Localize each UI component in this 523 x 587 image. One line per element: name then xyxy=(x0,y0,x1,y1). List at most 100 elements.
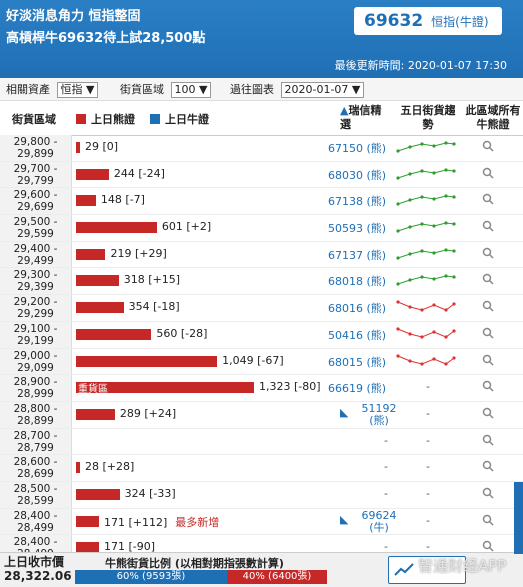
col-bull-label: 上日牛證 xyxy=(165,113,209,126)
trend-point xyxy=(432,144,436,148)
bear-bar[interactable] xyxy=(76,168,109,180)
bar-value-label: 354 [-18] xyxy=(129,300,180,313)
bear-bar[interactable] xyxy=(76,195,96,207)
search-icon[interactable] xyxy=(482,380,494,395)
bear-bar[interactable] xyxy=(76,462,80,474)
street-select[interactable]: 100 ▼ xyxy=(170,82,212,98)
search-icon[interactable] xyxy=(482,540,494,555)
table-row: 29,500 -29,599 601 [+2] 50593 (熊) xyxy=(0,215,523,242)
search-icon[interactable] xyxy=(482,193,494,208)
table-row: 28,700 -28,799 - - xyxy=(0,428,523,456)
range-from: 29,300 - xyxy=(13,269,58,282)
asset-filter: 相關資產 恒指 ▼ xyxy=(6,81,99,98)
range-from: 28,400 - xyxy=(13,536,58,549)
close-price: 上日收市價 28,322.06 xyxy=(4,555,72,583)
bear-bar[interactable] xyxy=(76,142,80,153)
search-icon[interactable] xyxy=(482,354,494,369)
bear-bar[interactable] xyxy=(76,515,99,527)
trend-point xyxy=(408,332,412,336)
trend-line xyxy=(397,301,455,311)
pick-code-link[interactable]: 50416 (熊) xyxy=(328,328,387,342)
past-chart-label: 過往圖表 xyxy=(230,83,274,96)
bar-value: 244 [-24] xyxy=(113,166,165,180)
search-icon[interactable] xyxy=(482,460,494,475)
bear-bar[interactable] xyxy=(76,355,218,367)
sort-icon: ▲ xyxy=(340,104,349,117)
search-icon[interactable] xyxy=(482,434,494,449)
pick-code-link[interactable]: 67138 (熊) xyxy=(328,195,387,209)
pick-code-link[interactable]: 51192 (熊) xyxy=(352,401,406,427)
trend-point xyxy=(396,353,400,358)
trend-point xyxy=(408,278,412,283)
range-cell: 29,200 -29,299 xyxy=(0,295,72,321)
trend-point xyxy=(396,256,400,260)
trend-point xyxy=(452,195,456,199)
bear-bar[interactable] xyxy=(76,542,99,554)
bull-legend-swatch xyxy=(150,114,160,124)
date-select[interactable]: 2020-01-07 ▼ xyxy=(280,82,365,98)
search-icon[interactable] xyxy=(482,273,494,288)
pick-code-link[interactable]: 68030 (熊) xyxy=(328,168,387,182)
pick-code-link[interactable]: 68016 (熊) xyxy=(328,302,387,316)
bear-bar[interactable] xyxy=(76,248,106,260)
table-row: 28,600 -28,699 28 [+28] - - xyxy=(0,455,523,482)
chart-button[interactable] xyxy=(388,556,466,584)
side-tab[interactable] xyxy=(514,482,523,554)
search-icon[interactable] xyxy=(482,247,494,262)
bar-value: 148 [-7] xyxy=(100,193,145,207)
trend-sparkline xyxy=(396,194,456,206)
search-icon[interactable] xyxy=(482,514,494,529)
trend-point xyxy=(420,249,424,253)
range-from: 29,500 - xyxy=(13,216,58,229)
bear-bar[interactable] xyxy=(76,408,115,420)
search-icon[interactable] xyxy=(482,407,494,422)
pick-code-link[interactable]: 66619 (熊) xyxy=(328,382,387,396)
pick-code-link[interactable]: 67150 (熊) xyxy=(328,142,387,155)
search-icon[interactable] xyxy=(482,140,494,155)
range-to: 28,899 xyxy=(17,414,54,427)
bear-bar[interactable] xyxy=(76,275,119,287)
range-from: 29,700 - xyxy=(13,162,58,175)
search-icon[interactable] xyxy=(482,327,494,342)
bear-bar[interactable] xyxy=(76,328,152,340)
trend-point xyxy=(444,361,448,366)
pick-code-link[interactable]: 50593 (熊) xyxy=(328,222,387,236)
bear-bar[interactable] xyxy=(76,488,120,500)
trend-sparkline xyxy=(396,168,456,180)
asset-select[interactable]: 恒指 ▼ xyxy=(56,82,99,98)
pick-code-link[interactable]: 67137 (熊) xyxy=(328,248,387,262)
search-icon[interactable] xyxy=(482,300,494,315)
range-to: 29,399 xyxy=(17,281,54,294)
trend-point xyxy=(396,229,400,233)
pick-code-link[interactable]: 69624 (牛) xyxy=(352,509,406,534)
pick-code-link[interactable]: 68018 (熊) xyxy=(328,275,387,289)
bear-bar[interactable] xyxy=(76,302,124,314)
bar-value-label: 1,323 [-80] xyxy=(259,380,321,393)
table-row: 29,600 -29,699 148 [-7] 67138 (熊) xyxy=(0,188,523,216)
range-cell: 29,000 -29,099 xyxy=(0,348,72,375)
range-to: 29,099 xyxy=(17,361,54,374)
bear-bar[interactable] xyxy=(76,382,254,394)
trend-point xyxy=(432,224,436,228)
empty-trend: - xyxy=(426,540,430,554)
pick-code-link[interactable]: 68015 (熊) xyxy=(328,355,387,369)
table-row: 29,200 -29,299 354 [-18] 68016 (熊) xyxy=(0,295,523,322)
trend-point xyxy=(420,308,424,312)
trend-point xyxy=(452,275,456,280)
update-time: 最後更新時間: 2020-01-07 17:30 xyxy=(334,59,507,72)
search-icon[interactable] xyxy=(482,220,494,235)
bar-value: 1,323 [-80] xyxy=(259,380,321,394)
trend-point xyxy=(408,225,412,229)
bar-value-label: 1,049 [-67] xyxy=(222,354,284,367)
search-icon[interactable] xyxy=(482,167,494,182)
search-icon[interactable] xyxy=(482,487,494,502)
range-cell: 28,600 -28,699 xyxy=(0,455,72,481)
pick-code: 51192 xyxy=(361,401,397,415)
bear-bar[interactable] xyxy=(76,222,157,234)
trend-point xyxy=(432,277,436,282)
asset-select-value: 恒指 xyxy=(60,83,83,96)
featured-code-button[interactable]: 69632 恒指(牛證) xyxy=(354,7,502,35)
col-range: 街貨區域 xyxy=(12,113,56,126)
warrant-icon: ◣ xyxy=(340,405,349,419)
strike-table: 29,800 -29,899 29 [0] 67150 (熊) 29,700 -29,… xyxy=(0,135,523,562)
